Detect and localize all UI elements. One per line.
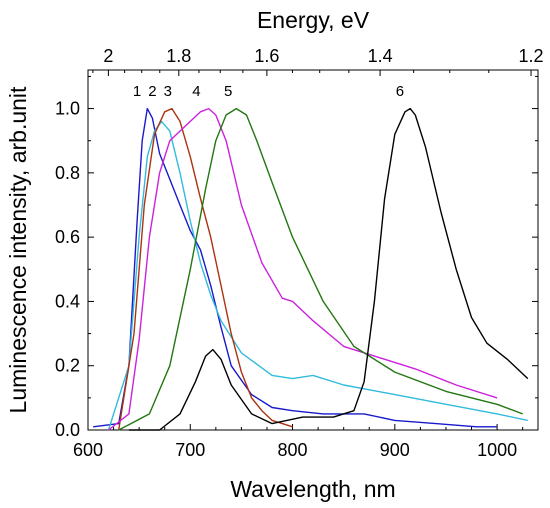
series-line-3 xyxy=(118,107,293,431)
x-tick-label: 1000 xyxy=(477,440,517,460)
curve-label-3: 3 xyxy=(164,83,172,100)
y-tick-label: 0.2 xyxy=(55,356,80,376)
y-axis-title: Luminescence intensity, arb.unit xyxy=(5,86,31,413)
y-tick-label: 0.8 xyxy=(55,163,80,183)
series-line-1 xyxy=(93,107,498,428)
x-tick-label: 600 xyxy=(73,440,103,460)
x2-tick-label: 1.2 xyxy=(519,46,544,66)
x-tick-label: 900 xyxy=(380,440,410,460)
x2-tick-label: 1.4 xyxy=(368,46,393,66)
curve-label-1: 1 xyxy=(133,83,141,100)
x-tick-label: 700 xyxy=(175,440,205,460)
x2-tick-label: 1.8 xyxy=(166,46,191,66)
curve-label-4: 4 xyxy=(192,83,200,100)
series-line-5 xyxy=(118,107,523,431)
series-line-4 xyxy=(108,107,498,431)
y-tick-label: 0.4 xyxy=(55,291,80,311)
y-tick-label: 1.0 xyxy=(55,99,80,119)
series-line-6 xyxy=(128,107,529,431)
top-axis-title: Energy, eV xyxy=(257,7,370,33)
x2-tick-label: 2 xyxy=(103,46,113,66)
y-tick-label: 0.6 xyxy=(55,227,80,247)
curve-label-6: 6 xyxy=(396,83,404,100)
plot-frame xyxy=(87,69,539,431)
series-line-2 xyxy=(107,120,528,431)
x-axis-title: Wavelength, nm xyxy=(230,476,395,502)
y-tick-label: 0.0 xyxy=(55,420,80,440)
curve-label-5: 5 xyxy=(224,83,232,100)
x-tick-label: 800 xyxy=(278,440,308,460)
curve-label-2: 2 xyxy=(148,83,156,100)
x2-tick-label: 1.6 xyxy=(254,46,279,66)
